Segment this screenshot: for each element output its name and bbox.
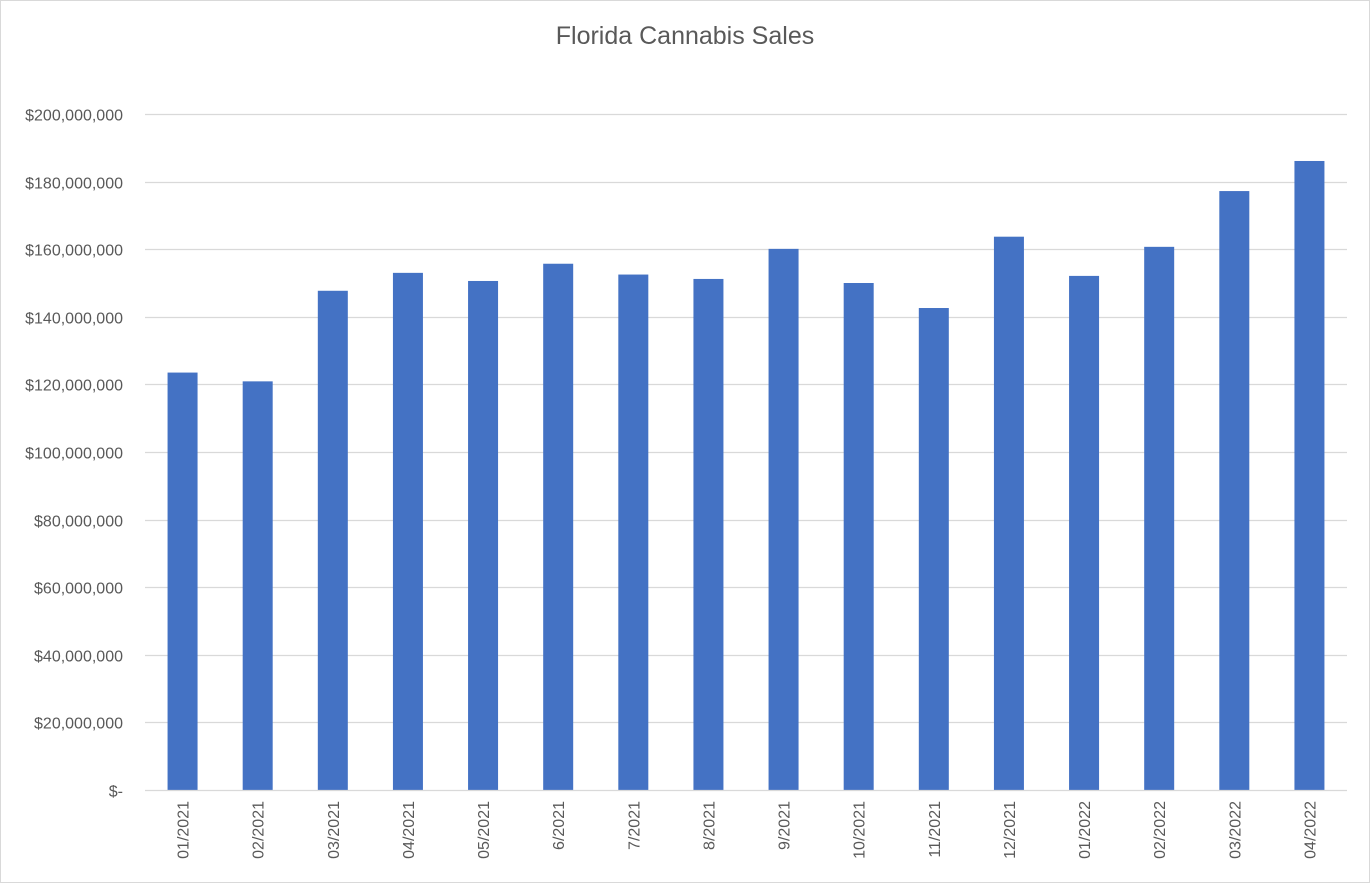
bar	[317, 290, 348, 790]
bar	[693, 278, 724, 790]
bar	[768, 248, 799, 790]
x-tick-label: 10/2021	[852, 801, 869, 859]
y-tick-label: $100,000,000	[25, 446, 123, 463]
x-tick-label: 02/2021	[251, 801, 268, 859]
x-tick-label: 03/2022	[1227, 801, 1244, 859]
bar	[468, 280, 499, 790]
bar	[843, 283, 874, 790]
y-tick-label: $120,000,000	[25, 378, 123, 395]
y-tick-label: $40,000,000	[34, 649, 123, 666]
x-tick-label: 6/2021	[551, 801, 568, 850]
y-tick-labels: $- $20,000,000 $40,000,000 $60,000,000 $80,0…	[25, 108, 123, 801]
bar	[242, 381, 273, 790]
bar	[918, 308, 949, 790]
y-tick-label: $180,000,000	[25, 176, 123, 193]
x-tick-label: 01/2022	[1077, 801, 1094, 859]
y-tick-label: $80,000,000	[34, 514, 123, 531]
bar	[392, 272, 423, 790]
x-tick-label: 04/2021	[401, 801, 418, 859]
x-tick-label: 04/2022	[1302, 801, 1319, 859]
y-tick-label: $-	[109, 784, 123, 801]
bar	[1219, 191, 1250, 791]
x-tick-label: 12/2021	[1002, 801, 1019, 859]
bar	[167, 372, 198, 790]
bar	[1069, 275, 1100, 791]
x-tick-label: 03/2021	[326, 801, 343, 859]
x-tick-label: 01/2021	[176, 801, 193, 859]
x-tick-label: 02/2022	[1152, 801, 1169, 859]
bar	[993, 236, 1024, 791]
y-tick-label: $160,000,000	[25, 243, 123, 260]
bar	[618, 274, 649, 790]
bar	[543, 263, 574, 790]
bars	[167, 160, 1325, 791]
x-tick-label: 9/2021	[777, 801, 794, 850]
bar	[1294, 160, 1325, 790]
x-tick-label: 11/2021	[927, 801, 944, 858]
x-tick-label: 8/2021	[701, 801, 718, 850]
y-tick-label: $200,000,000	[25, 108, 123, 125]
y-tick-label: $140,000,000	[25, 311, 123, 328]
chart-title: Florida Cannabis Sales	[555, 22, 815, 50]
x-tick-label: 05/2021	[476, 801, 493, 859]
y-tick-label: $20,000,000	[34, 716, 123, 733]
x-tick-labels: 01/2021 02/2021 03/2021 04/2021 05/2021 6/202…	[176, 801, 1320, 859]
x-tick-label: 7/2021	[626, 801, 643, 850]
y-tick-label: $60,000,000	[34, 581, 123, 598]
bar	[1144, 246, 1175, 791]
